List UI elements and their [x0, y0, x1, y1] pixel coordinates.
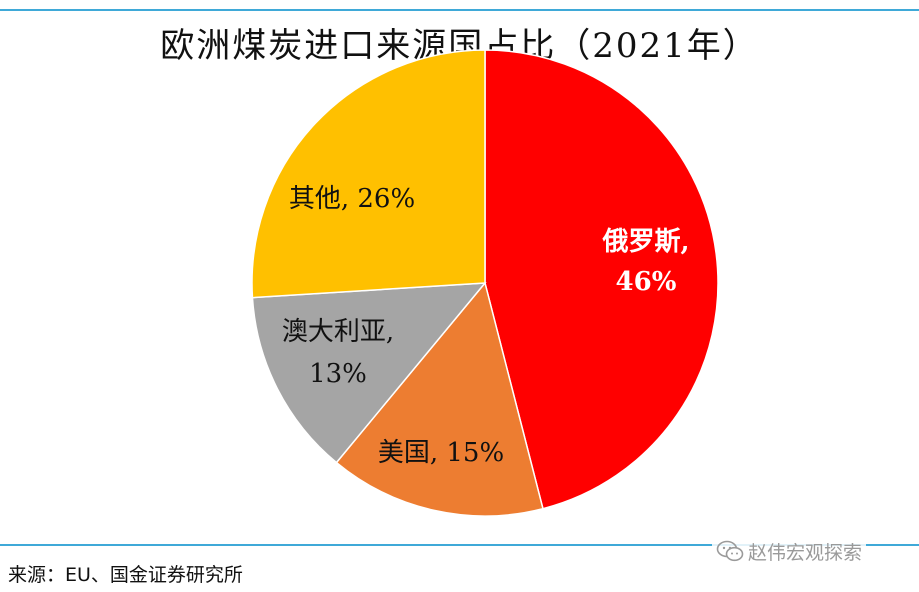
source-note: 来源：EU、国金证券研究所	[8, 564, 243, 586]
pie-slice-1	[335, 281, 544, 517]
pie-slice-2	[251, 282, 487, 464]
top-divider	[0, 9, 919, 11]
watermark-text: 赵伟宏观探索	[748, 541, 863, 564]
slice-label-3: 其他, 26%	[289, 184, 415, 214]
pie-slice-3	[251, 49, 486, 299]
slice-label-0: 俄罗斯, 46%	[601, 227, 689, 297]
pie-slice-0	[484, 49, 719, 510]
slice-label-1: 美国, 15%	[378, 438, 504, 468]
watermark: 赵伟宏观探索	[712, 538, 867, 564]
bottom-divider	[0, 544, 919, 546]
wechat-icon	[716, 540, 744, 562]
slice-label-2: 澳大利亚, 13%	[282, 317, 394, 389]
